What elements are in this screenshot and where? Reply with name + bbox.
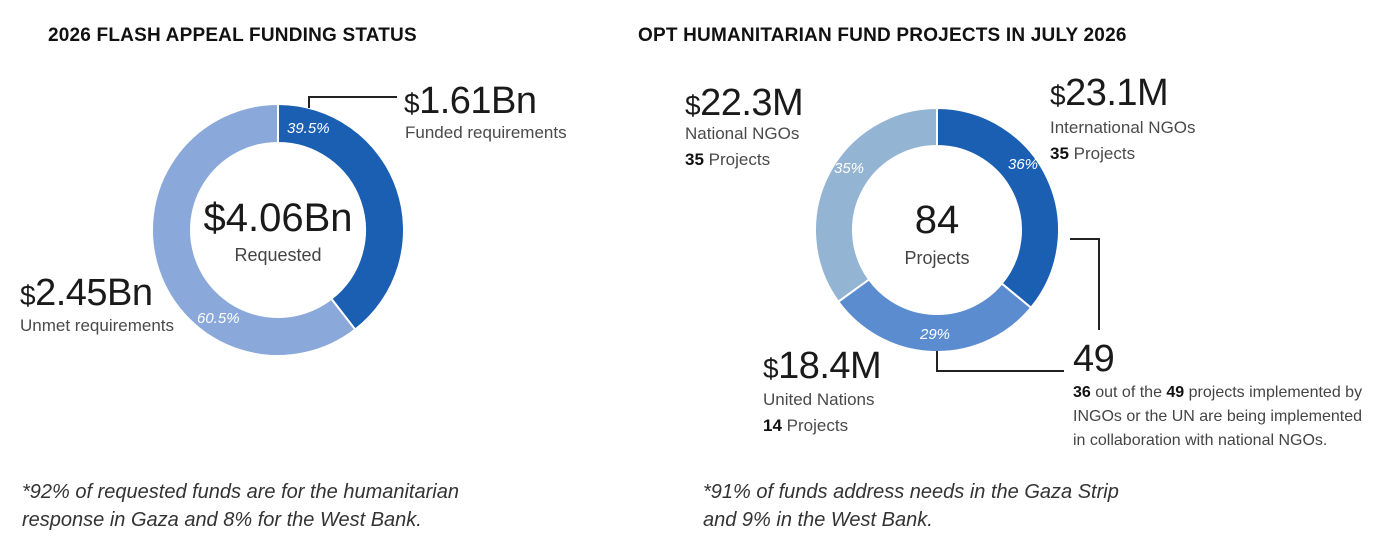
funded-currency: $: [404, 88, 420, 119]
international-currency: $: [1050, 80, 1066, 111]
collab-value: 49: [1073, 338, 1115, 380]
un-count-label: Projects: [786, 416, 849, 435]
requested-total: $4.06Bn: [203, 196, 353, 240]
right-chart-title: OPT HUMANITARIAN FUND PROJECTS IN JULY 2…: [638, 25, 1127, 46]
collab-t1: out of the: [1090, 384, 1167, 401]
international-pct-label: 36%: [1008, 156, 1039, 173]
funded-pct-label: 39.5%: [287, 120, 330, 137]
unmet-currency: $: [20, 280, 36, 311]
un-label: United Nations: [763, 390, 875, 409]
collab-leader-line-upper: [1070, 238, 1100, 330]
right-footnote-line1: *91% of funds address needs in the Gaza …: [703, 481, 1119, 503]
funding-slice-unmet-requirements: [151, 102, 357, 357]
international-count: 35: [1050, 144, 1069, 163]
unmet-pct-label: 60.5%: [197, 310, 240, 327]
international-projects: 35 Projects: [1050, 144, 1135, 164]
un-amount: $18.4M: [763, 345, 882, 388]
national-pct-label: 35%: [834, 160, 865, 177]
funded-leader-line: [308, 96, 397, 108]
funded-label: Funded requirements: [405, 123, 567, 142]
national-label: National NGOs: [685, 124, 800, 143]
un-value: 18.4M: [778, 345, 882, 387]
collab-note-line3: in collaboration with national NGOs.: [1073, 432, 1328, 449]
national-projects: 35 Projects: [685, 150, 770, 170]
unmet-value: 2.45Bn: [35, 272, 153, 314]
left-footnote-line2: response in Gaza and 8% for the West Ban…: [22, 509, 422, 531]
collab-t2: projects implemented by: [1184, 384, 1363, 401]
un-pct-label: 29%: [920, 326, 951, 343]
international-count-label: Projects: [1073, 144, 1136, 163]
un-count: 14: [763, 416, 782, 435]
projects-slice-national-ngos: [814, 106, 938, 304]
left-footnote-line1: *92% of requested funds are for the huma…: [22, 481, 459, 503]
unmet-amount: $2.45Bn: [20, 272, 153, 315]
international-label: International NGOs: [1050, 118, 1196, 137]
funding-slice-funded-requirements: [277, 102, 405, 331]
left-chart-title: 2026 FLASH APPEAL FUNDING STATUS: [48, 25, 417, 46]
right-footnote-line2: and 9% in the West Bank.: [703, 509, 933, 531]
national-amount: $22.3M: [685, 82, 804, 125]
projects-slice-international-ngos: [936, 106, 1060, 310]
un-projects: 14 Projects: [763, 416, 848, 436]
projects-label: Projects: [904, 248, 970, 268]
national-currency: $: [685, 90, 701, 121]
international-amount: $23.1M: [1050, 72, 1169, 115]
collab-n1: 36: [1073, 384, 1091, 401]
funded-amount: $1.61Bn: [404, 80, 537, 123]
national-count: 35: [685, 150, 704, 169]
collab-note-line1: 36 out of the 49 projects implemented by: [1073, 381, 1362, 405]
un-currency: $: [763, 353, 779, 384]
national-count-label: Projects: [708, 150, 771, 169]
unmet-label: Unmet requirements: [20, 316, 175, 335]
collab-leader-line-lower: [936, 351, 1064, 372]
requested-label: Requested: [234, 245, 322, 265]
funded-value: 1.61Bn: [419, 80, 537, 122]
collab-n2: 49: [1166, 384, 1185, 401]
projects-total: 84: [914, 198, 960, 242]
funding-donut: [151, 102, 405, 357]
international-value: 23.1M: [1065, 72, 1169, 114]
projects-donut: [814, 106, 1060, 353]
collab-note-line2: INGOs or the UN are being implemented: [1073, 408, 1363, 425]
national-value: 22.3M: [700, 82, 804, 124]
